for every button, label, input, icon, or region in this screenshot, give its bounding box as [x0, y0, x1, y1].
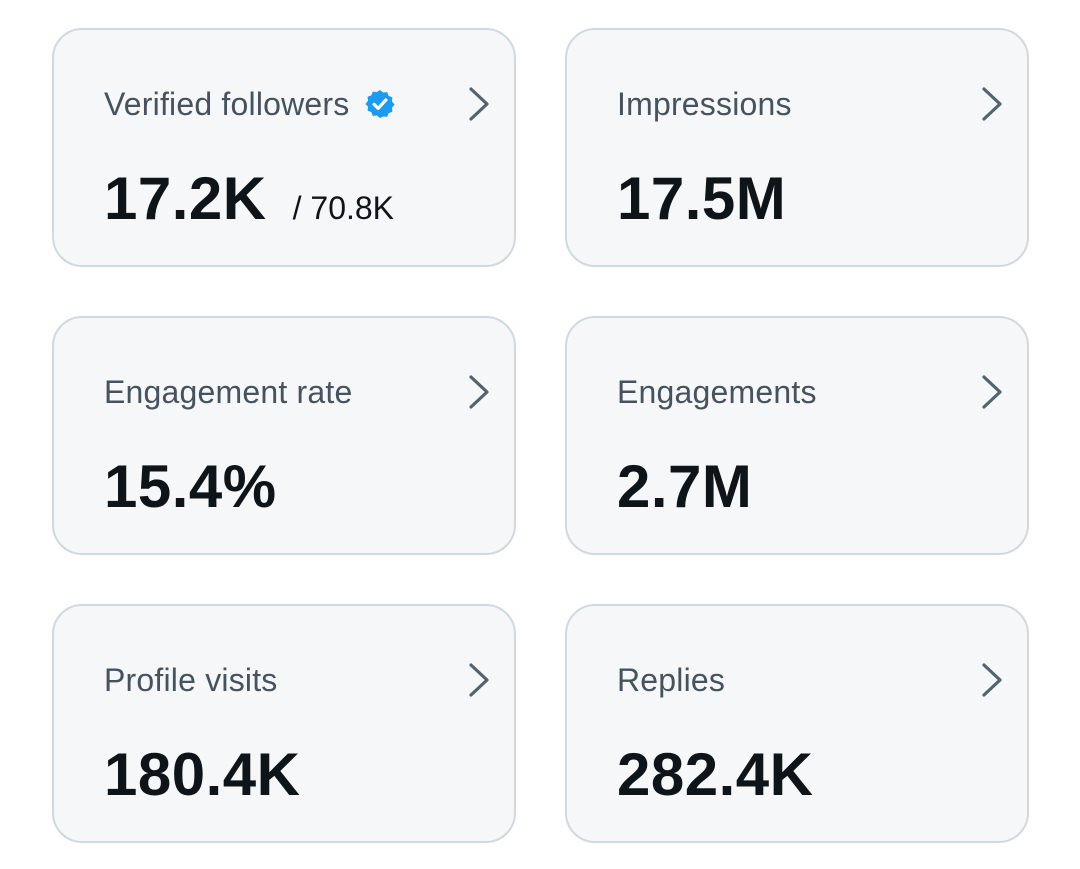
card-label: Impressions: [617, 85, 792, 122]
metric-value: 15.4%: [104, 453, 277, 520]
card-header: Engagements: [617, 370, 817, 414]
replies-card[interactable]: Replies 282.4K: [565, 604, 1029, 843]
metric-value: 2.7M: [617, 453, 753, 520]
chevron-right-icon[interactable]: [979, 374, 1005, 410]
metric-total: / 70.8K: [292, 190, 395, 226]
metric-value: 17.5M: [617, 165, 787, 232]
metric-value: 180.4K: [104, 741, 301, 808]
card-label: Verified followers: [104, 85, 350, 122]
card-label: Profile visits: [104, 661, 278, 698]
card-metric: 2.7M: [617, 452, 752, 521]
chevron-right-icon[interactable]: [466, 662, 492, 698]
card-metric: 180.4K: [104, 740, 300, 809]
card-header: Verified followers: [104, 82, 396, 126]
chevron-right-icon[interactable]: [979, 86, 1005, 122]
engagement-rate-card[interactable]: Engagement rate 15.4%: [52, 316, 516, 555]
card-label: Engagements: [617, 373, 817, 410]
verified-followers-card[interactable]: Verified followers 17.2K / 70.8K: [52, 28, 516, 267]
metric-value: 282.4K: [617, 741, 814, 808]
engagements-card[interactable]: Engagements 2.7M: [565, 316, 1029, 555]
card-label: Engagement rate: [104, 373, 353, 410]
card-header: Profile visits: [104, 658, 278, 702]
metric-value: 17.2K: [104, 165, 267, 232]
chevron-right-icon[interactable]: [466, 86, 492, 122]
card-metric: 17.5M: [617, 164, 786, 233]
card-metric: 17.2K / 70.8K: [104, 164, 394, 233]
card-metric: 282.4K: [617, 740, 813, 809]
chevron-right-icon[interactable]: [466, 374, 492, 410]
card-metric: 15.4%: [104, 452, 277, 521]
card-header: Engagement rate: [104, 370, 353, 414]
verified-badge-icon: [364, 90, 395, 118]
profile-visits-card[interactable]: Profile visits 180.4K: [52, 604, 516, 843]
card-label: Replies: [617, 661, 726, 698]
card-header: Replies: [617, 658, 725, 702]
impressions-card[interactable]: Impressions 17.5M: [565, 28, 1029, 267]
chevron-right-icon[interactable]: [979, 662, 1005, 698]
card-header: Impressions: [617, 82, 792, 126]
